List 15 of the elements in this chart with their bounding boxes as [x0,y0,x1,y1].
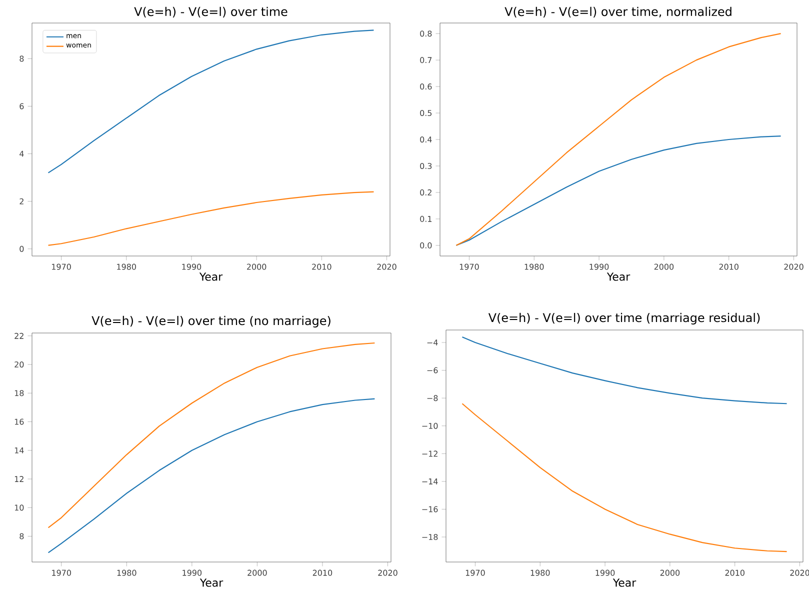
line-series [48,342,376,528]
chart-title: V(e=h) - V(e=l) over time (marriage residual) [488,312,760,324]
line-series [462,336,788,404]
line-series [48,191,374,246]
x-axis-title: Year [606,272,630,281]
line-series [462,403,788,552]
line-series [48,30,374,174]
x-axis-title: Year [200,578,224,587]
line-series [48,398,376,554]
x-axis-title: Year [199,272,223,281]
chart-title: V(e=h) - V(e=l) over time, normalized [504,6,732,18]
chart-title: V(e=h) - V(e=l) over time (no marriage) [92,316,330,328]
line-series [456,136,782,246]
x-axis-title: Year [612,578,636,587]
chart-title: V(e=h) - V(e=l) over time [134,6,288,18]
